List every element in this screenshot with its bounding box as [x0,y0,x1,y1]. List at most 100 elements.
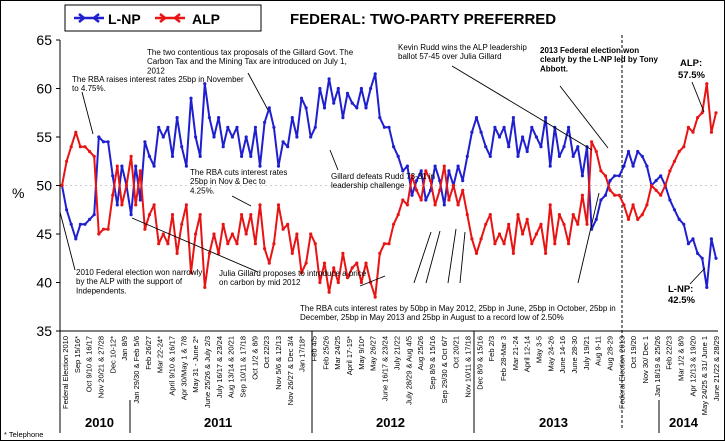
data-point-alp [226,242,230,246]
x-tick-label: May 31 - June 2* [191,336,200,393]
data-point-alp [682,145,686,149]
data-point-alp [249,213,253,217]
data-point-lnp [355,106,359,110]
data-point-alp [677,149,681,154]
data-point-alp [663,183,667,188]
annotation-election-2010-text: 2010 Federal election won narrowly by the… [76,268,202,295]
data-point-lnp [276,164,281,168]
data-point-alp [157,242,161,246]
data-point-alp [502,242,506,246]
data-point-alp [686,125,691,129]
annotation-gillard-defeats-text: Gillard defeats Rudd 73-31 in leadership … [331,172,435,190]
final-label-alp-value: 57.5% [678,70,705,81]
data-point-lnp [396,154,400,158]
data-point-lnp [295,135,299,139]
data-point-alp [313,242,317,246]
x-tick-label: Aug 25/26 [416,336,425,370]
year-label-2011: 2011 [204,415,232,430]
data-point-lnp [557,154,562,158]
data-point-lnp [562,145,566,149]
data-point-lnp [359,86,363,91]
annotation-gillard-defeats: Gillard defeats Rudd 73-31 in leadership … [331,172,435,190]
data-point-lnp [507,145,511,149]
annotation-rba-cut-2011: The RBA cuts interest rates 25bp in Nov &… [190,168,287,195]
data-point-alp [203,285,207,289]
x-tick-label: Dec 8/9 & 15/16 [475,336,484,390]
data-point-alp [212,232,216,236]
data-point-lnp [106,140,110,144]
annotation-rba-cuts-2012-text: The RBA cuts interest rates by 50bp in M… [300,304,616,322]
data-point-lnp [322,106,327,110]
data-point-alp [235,242,239,246]
data-point-lnp [157,125,161,129]
data-point-lnp [166,125,170,129]
data-point-alp [645,203,649,207]
x-tick-label: April 9/10 & 16/17 [168,336,177,396]
data-point-lnp [88,217,92,221]
x-tick-label: Federal Election 2013 [617,336,626,409]
data-point-lnp [299,96,304,100]
data-point-alp [345,276,350,280]
data-point-alp [327,290,331,294]
y-tick-label: 45 [36,226,52,242]
data-point-lnp [682,222,686,226]
data-point-alp [442,164,446,168]
data-point-lnp [170,154,175,158]
data-point-lnp [175,116,179,120]
x-tick-label: Mar 21-24 [511,336,520,370]
data-point-lnp [442,203,446,207]
annotation-carbon-price-text: Julia Gillard proposes to introduce a pr… [219,269,367,287]
year-label-2013: 2013 [539,415,568,430]
x-tick-label: Nov 30/ Dec 1 [641,336,650,384]
data-point-lnp [516,154,520,158]
legend-label-alp: ALP [192,11,220,27]
data-point-lnp [258,164,262,168]
data-point-alp [221,222,225,226]
data-point-lnp [111,174,115,178]
data-point-lnp [235,125,239,129]
x-tick-label: June 14-16 [558,336,567,374]
data-point-lnp [576,145,580,149]
data-point-alp [544,251,548,255]
data-point-lnp [327,77,331,81]
data-point-alp [276,203,281,207]
data-point-lnp [101,140,106,144]
data-point-lnp [129,213,133,217]
data-point-lnp [161,135,165,139]
chart-title: FEDERAL: TWO-PARTY PREFERRED [290,11,556,28]
data-point-lnp [226,125,230,129]
y-tick-label: 55 [36,129,52,145]
data-point-lnp [147,154,152,158]
data-point-lnp [364,106,368,110]
x-tick-label: Feb 25/26 [321,336,330,370]
data-point-lnp [120,164,124,168]
final-label-alp-name: ALP: [680,58,702,69]
data-point-lnp [217,116,221,120]
data-point-lnp [645,164,649,168]
data-point-lnp [544,116,548,120]
data-point-lnp [115,203,119,207]
data-point-alp [617,193,621,197]
data-point-alp [447,198,451,202]
data-point-lnp [525,149,529,154]
data-point-alp [479,237,483,241]
x-tick-label: Jan 17/18* [298,336,307,372]
annotation-rba-raise-text: The RBA raises interest rates 25bp in No… [72,75,244,93]
data-point-alp [299,271,304,275]
data-point-alp [709,130,714,134]
data-point-alp [309,232,313,236]
data-point-lnp [548,164,552,168]
data-point-alp [461,188,465,192]
x-tick-label: Dec 10-12* [108,336,117,374]
data-point-alp [585,222,589,226]
data-point-lnp [369,86,373,91]
data-point-lnp [207,116,211,120]
y-tick-label: 60 [36,81,52,97]
data-point-alp [115,164,119,168]
data-point-lnp [350,101,354,105]
x-tick-label: Sep 15/16* [73,336,82,373]
x-tick-label: Feb 26/27 [144,336,153,370]
data-point-lnp [636,149,640,154]
data-point-alp [530,242,534,246]
